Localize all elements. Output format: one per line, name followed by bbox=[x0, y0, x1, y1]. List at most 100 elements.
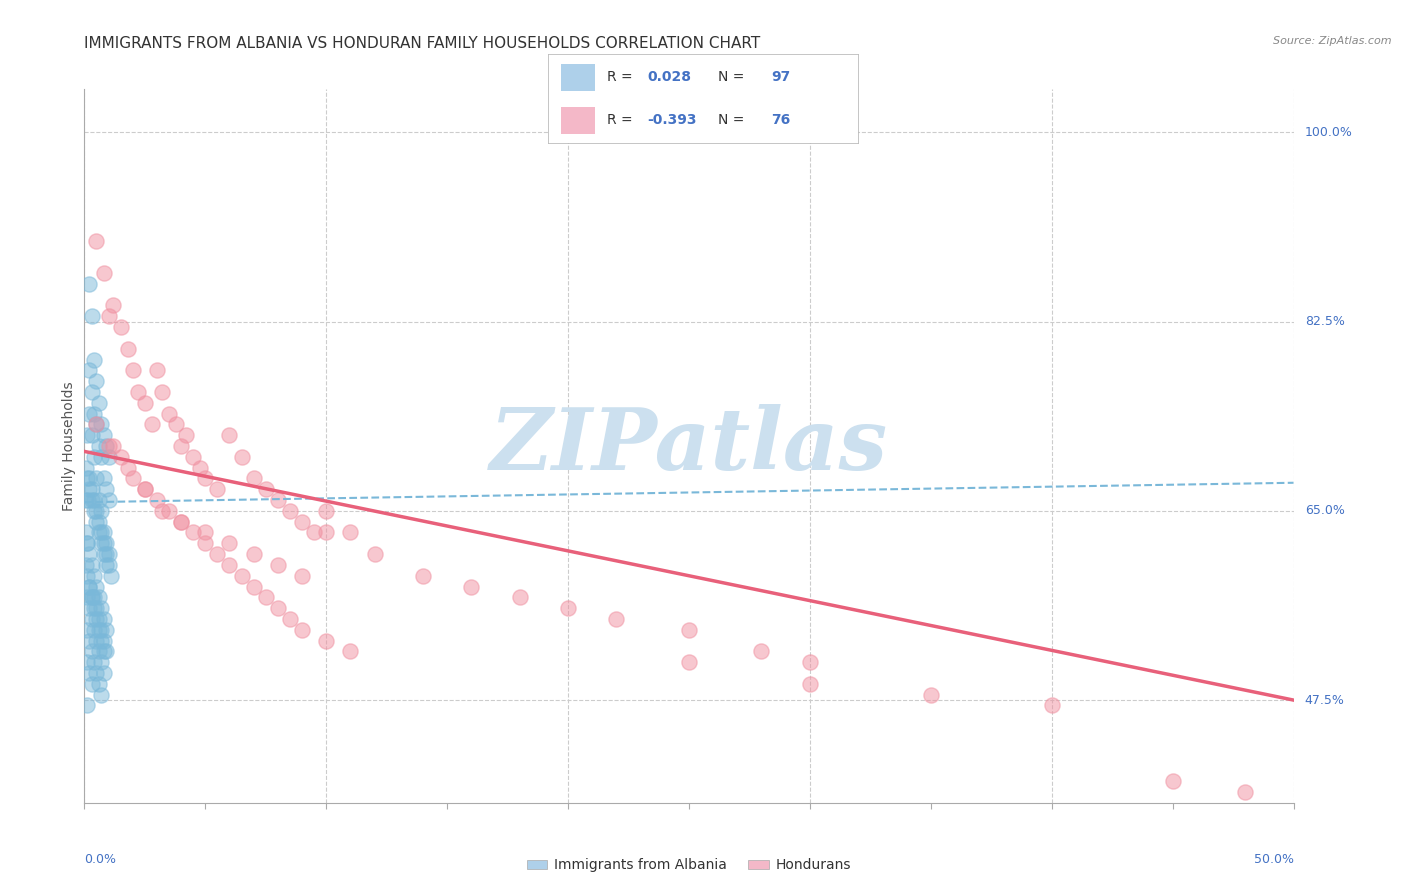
Point bbox=[170, 439, 193, 453]
Point bbox=[77, 547, 100, 561]
Point bbox=[75, 460, 97, 475]
Point bbox=[93, 612, 115, 626]
Point bbox=[93, 471, 115, 485]
Point bbox=[267, 493, 290, 508]
Point bbox=[77, 601, 100, 615]
Point bbox=[77, 471, 100, 485]
Text: N =: N = bbox=[718, 112, 749, 127]
Point bbox=[678, 655, 700, 669]
Text: 50.0%: 50.0% bbox=[1254, 853, 1294, 866]
Point bbox=[83, 504, 105, 518]
Point bbox=[181, 450, 204, 464]
Point bbox=[267, 558, 290, 572]
Point bbox=[254, 482, 277, 496]
Point bbox=[242, 471, 264, 485]
Point bbox=[77, 633, 100, 648]
Point bbox=[86, 580, 108, 594]
Point bbox=[77, 493, 100, 508]
Text: IMMIGRANTS FROM ALBANIA VS HONDURAN FAMILY HOUSEHOLDS CORRELATION CHART: IMMIGRANTS FROM ALBANIA VS HONDURAN FAMI… bbox=[84, 36, 761, 51]
Point bbox=[76, 655, 98, 669]
Point bbox=[117, 460, 139, 475]
Point bbox=[80, 428, 103, 442]
Point bbox=[678, 623, 700, 637]
Point bbox=[121, 471, 143, 485]
Point bbox=[291, 568, 314, 582]
Point bbox=[93, 525, 115, 540]
Point bbox=[231, 568, 253, 582]
Point bbox=[86, 504, 108, 518]
Point bbox=[87, 396, 110, 410]
Point bbox=[315, 633, 337, 648]
Point bbox=[90, 417, 112, 432]
Point bbox=[207, 482, 229, 496]
Point bbox=[90, 623, 112, 637]
Text: -0.393: -0.393 bbox=[647, 112, 697, 127]
Point bbox=[77, 580, 100, 594]
Point bbox=[134, 396, 156, 410]
Point bbox=[94, 547, 117, 561]
Point bbox=[97, 547, 120, 561]
Point bbox=[83, 623, 105, 637]
Point bbox=[83, 655, 105, 669]
Point bbox=[170, 515, 193, 529]
Point bbox=[87, 525, 110, 540]
Text: 76: 76 bbox=[770, 112, 790, 127]
Point bbox=[90, 525, 112, 540]
Point bbox=[278, 612, 301, 626]
Point bbox=[141, 417, 163, 432]
Point bbox=[87, 612, 110, 626]
Point bbox=[90, 504, 112, 518]
Point bbox=[339, 525, 361, 540]
Point bbox=[920, 688, 942, 702]
Point bbox=[363, 547, 385, 561]
Point bbox=[83, 407, 105, 421]
Text: 65.0%: 65.0% bbox=[1305, 504, 1344, 517]
Point bbox=[80, 558, 103, 572]
Point bbox=[291, 515, 314, 529]
Point bbox=[103, 439, 125, 453]
Point bbox=[146, 493, 169, 508]
Point bbox=[194, 471, 217, 485]
Point bbox=[76, 623, 98, 637]
Point bbox=[87, 515, 110, 529]
Point bbox=[291, 623, 314, 637]
Point bbox=[77, 363, 100, 377]
Point bbox=[86, 612, 108, 626]
Point bbox=[83, 352, 105, 367]
Point bbox=[190, 460, 212, 475]
Point bbox=[76, 471, 98, 485]
Point bbox=[76, 536, 98, 550]
Point bbox=[76, 568, 98, 582]
Point bbox=[86, 471, 108, 485]
Point bbox=[97, 558, 120, 572]
Point bbox=[87, 493, 110, 508]
Point bbox=[94, 482, 117, 496]
Point bbox=[315, 504, 337, 518]
Point bbox=[80, 591, 103, 605]
Point bbox=[110, 450, 132, 464]
Point bbox=[76, 536, 98, 550]
Point bbox=[90, 688, 112, 702]
Point bbox=[799, 677, 821, 691]
Point bbox=[751, 644, 773, 658]
Point bbox=[90, 536, 112, 550]
Point bbox=[75, 558, 97, 572]
Point bbox=[83, 450, 105, 464]
Point bbox=[150, 504, 173, 518]
Point bbox=[86, 633, 108, 648]
Point bbox=[93, 666, 115, 681]
Point bbox=[86, 374, 108, 388]
Point bbox=[77, 482, 100, 496]
Legend: Immigrants from Albania, Hondurans: Immigrants from Albania, Hondurans bbox=[522, 853, 856, 878]
Point bbox=[86, 666, 108, 681]
Point bbox=[103, 298, 125, 312]
Point bbox=[80, 591, 103, 605]
Point bbox=[90, 655, 112, 669]
Text: N =: N = bbox=[718, 70, 749, 84]
Point bbox=[93, 633, 115, 648]
Point bbox=[94, 439, 117, 453]
Point bbox=[80, 384, 103, 399]
Point bbox=[77, 666, 100, 681]
Point bbox=[90, 450, 112, 464]
Point bbox=[87, 644, 110, 658]
